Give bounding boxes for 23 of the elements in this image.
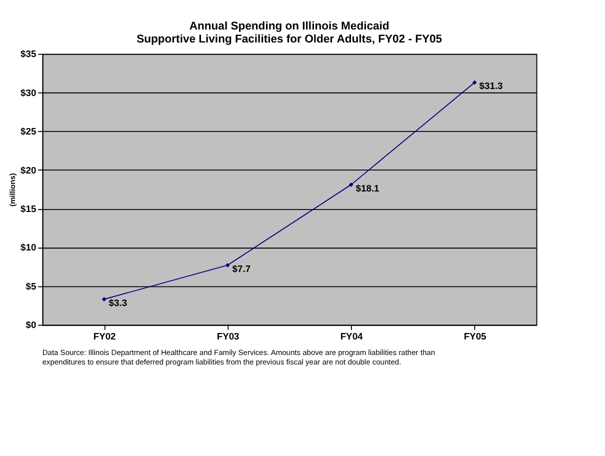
y-tick-label: $25 bbox=[20, 126, 36, 137]
x-tick-label: FY05 bbox=[464, 330, 486, 342]
y-tick-label: $35 bbox=[20, 48, 36, 60]
y-tick-label: $30 bbox=[20, 86, 36, 98]
x-tick-label: FY02 bbox=[93, 330, 116, 342]
source-note: Data Source: Illinois Department of Healthcare and Family Services. Amounts above are program liabilities rather than expenditures to ensure that deferred program liabilities from the previous fiscal year are not double counted. bbox=[42, 348, 436, 366]
data-label: $3.3 bbox=[108, 296, 128, 308]
y-axis-title: (millions) bbox=[8, 172, 17, 206]
point bbox=[225, 262, 230, 268]
chart-title: Annual Spending on Illinois Medicaid Supportive Living Facilities for Older Adults, FY02 - FY05 bbox=[136, 20, 442, 46]
data-label: $31.3 bbox=[479, 80, 503, 92]
point bbox=[472, 80, 477, 85]
y-tick-label: $20 bbox=[20, 164, 36, 176]
point bbox=[102, 297, 106, 302]
y-tick-label: $10 bbox=[20, 242, 36, 253]
data-label: $7.7 bbox=[232, 262, 251, 274]
y-tick-label: $0 bbox=[26, 319, 36, 330]
x-tick-label: FY04 bbox=[340, 330, 364, 342]
y-tick-label: $5 bbox=[26, 280, 36, 292]
x-tick-label: FY03 bbox=[216, 330, 240, 342]
data-label: $18.1 bbox=[356, 182, 380, 194]
point bbox=[348, 182, 354, 187]
y-tick-label: $15 bbox=[20, 202, 36, 214]
